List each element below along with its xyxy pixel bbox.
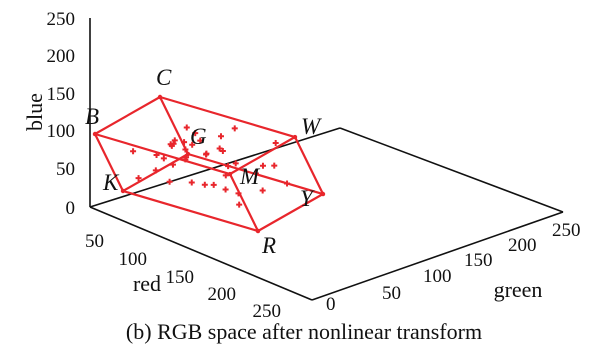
cube-edge-RY: [256, 192, 325, 233]
data-point: [188, 179, 195, 186]
data-point: [217, 133, 224, 140]
vertex-point-Y: [320, 191, 326, 197]
vertex-point-B: [92, 131, 98, 137]
data-point: [203, 151, 210, 158]
data-point: [166, 178, 173, 185]
cube-edge-MW: [228, 135, 297, 176]
vertex-point-W: [292, 134, 298, 140]
z-tick-label: 0: [66, 198, 76, 219]
vertex-label-Y: Y: [300, 186, 315, 211]
axis-ticks: 0 50 100 150 200 250 50 100 150 200 250 0 50 100 150 20…: [47, 9, 581, 322]
data-point: [284, 180, 291, 187]
z-tick-label: 200: [47, 46, 76, 67]
data-point: [219, 148, 226, 155]
data-point: [236, 201, 243, 208]
red-tick-label: 200: [208, 284, 237, 305]
red-tick-label: 100: [119, 249, 148, 270]
data-point: [201, 181, 208, 188]
red-axis-label: red: [133, 271, 161, 296]
data-point: [225, 163, 232, 170]
vertex-point-C: [157, 94, 163, 100]
data-point: [252, 170, 259, 177]
green-tick-label: 200: [508, 235, 537, 256]
data-point: [171, 137, 178, 144]
data-points: [130, 124, 291, 208]
data-point: [183, 124, 190, 131]
data-point: [181, 139, 188, 146]
vertex-point-M: [227, 171, 233, 177]
cube-edges: [93, 95, 325, 233]
vertex-label-M: M: [239, 164, 261, 189]
vertex-label-W: W: [301, 114, 322, 139]
green-tick-label: 150: [464, 250, 493, 271]
cube-edge-CW: [158, 95, 297, 139]
cube-edge-RM: [228, 172, 260, 233]
green-axis-line: [311, 211, 564, 301]
data-point: [169, 161, 176, 168]
vertex-label-C: C: [156, 65, 172, 90]
cube-edge-KB: [93, 132, 125, 193]
data-point: [271, 162, 278, 169]
data-point: [222, 172, 229, 179]
cube-edge-BC: [93, 95, 162, 136]
data-point: [216, 145, 223, 152]
data-point: [152, 167, 159, 174]
vertex-label-B: B: [85, 104, 99, 129]
cube-edge-KR: [121, 189, 260, 233]
cube-edge-BM: [93, 132, 232, 176]
red-tick-label: 50: [85, 231, 104, 252]
data-point: [183, 154, 190, 161]
data-point: [259, 187, 266, 194]
z-tick-label: 150: [47, 84, 76, 105]
vertex-labels: K R G B Y M C W: [85, 65, 326, 258]
vertex-point-R: [255, 228, 261, 234]
z-tick-label: 250: [47, 9, 76, 30]
z-tick-label: 50: [56, 159, 75, 180]
vertex-point-G: [185, 151, 191, 157]
data-point: [259, 162, 266, 169]
blue-axis-label: blue: [22, 93, 47, 131]
data-point: [189, 141, 196, 148]
data-point: [222, 186, 229, 193]
chart-caption: (b) RGB space after nonlinear transform: [126, 319, 482, 344]
data-point: [232, 160, 239, 167]
data-point: [182, 146, 189, 153]
vertex-label-R: R: [261, 233, 276, 258]
green-tick-label: 100: [423, 266, 452, 287]
red-tick-label: 150: [166, 267, 195, 288]
data-point: [272, 140, 279, 147]
green-tick-label: 0: [326, 294, 336, 315]
back-right-edge: [339, 127, 564, 213]
data-point: [210, 181, 217, 188]
red-tick-label: 250: [253, 301, 282, 322]
data-point: [235, 190, 242, 197]
cube-edge-YW: [293, 135, 325, 196]
data-point: [130, 148, 137, 155]
vertex-label-K: K: [102, 170, 120, 195]
data-point: [197, 137, 204, 144]
z-tick-label: 100: [47, 121, 76, 142]
data-point: [153, 152, 160, 159]
vertex-point-K: [120, 188, 126, 194]
data-point: [192, 130, 199, 137]
green-tick-label: 50: [382, 283, 401, 304]
green-tick-label: 250: [552, 220, 581, 241]
data-point: [167, 141, 174, 148]
green-axis-label: green: [494, 277, 543, 302]
data-point: [231, 125, 238, 132]
red-axis-line: [89, 206, 313, 301]
vertex-label-G: G: [190, 124, 207, 149]
data-point: [160, 155, 167, 162]
data-point: [135, 175, 142, 182]
